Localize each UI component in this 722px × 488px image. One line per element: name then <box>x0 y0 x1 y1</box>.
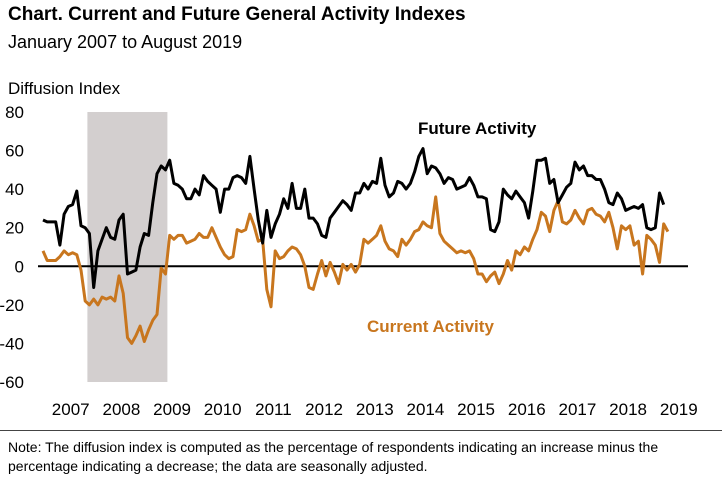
y-tick-label: 40 <box>5 180 24 199</box>
y-tick-label: 20 <box>5 219 24 238</box>
x-tick-label: 2015 <box>457 400 495 419</box>
x-tick-label: 2017 <box>558 400 596 419</box>
current-activity-label: Current Activity <box>367 317 494 336</box>
x-tick-label: 2011 <box>255 400 292 419</box>
y-tick-label: -20 <box>0 296 24 315</box>
future-activity-line <box>42 147 666 289</box>
y-axis-label: Diffusion Index <box>8 79 121 98</box>
series-layer <box>41 147 670 345</box>
x-tick-label: 2013 <box>356 400 394 419</box>
x-tick-label: 2018 <box>609 400 647 419</box>
footnote: Note: The diffusion index is computed as… <box>8 439 659 474</box>
x-tick-label: 2008 <box>102 400 140 419</box>
y-tick-label: 80 <box>5 103 24 122</box>
x-tick-label: 2012 <box>305 400 343 419</box>
chart-subtitle: January 2007 to August 2019 <box>8 32 243 52</box>
future-activity-label: Future Activity <box>418 119 537 138</box>
x-tick-label: 2010 <box>204 400 242 419</box>
y-tick-label: -60 <box>0 373 24 392</box>
y-tick-label: 60 <box>5 142 24 161</box>
x-tick-label: 2007 <box>52 400 90 419</box>
x-tick-labels: 2007 2008 2009 2010 2011 2012 2013 2014 2015 2016… <box>52 400 698 419</box>
y-tick-labels: 80 60 40 20 0 -20 -40 -60 <box>0 103 24 392</box>
y-tick-label: -40 <box>0 334 24 353</box>
x-tick-label: 2019 <box>660 400 698 419</box>
chart-title: Chart. Current and Future General Activi… <box>8 4 466 25</box>
current-activity-line <box>41 195 670 345</box>
note-divider <box>0 430 722 431</box>
x-tick-label: 2014 <box>406 400 444 419</box>
x-tick-label: 2016 <box>508 400 546 419</box>
x-tick-label: 2009 <box>153 400 191 419</box>
y-tick-label: 0 <box>15 257 24 276</box>
